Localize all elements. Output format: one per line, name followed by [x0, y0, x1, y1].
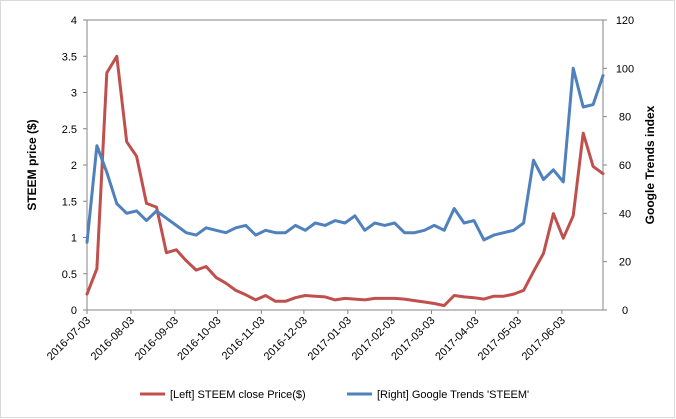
series-lines [85, 54, 605, 308]
left-axis-tick-label: 4 [71, 15, 77, 27]
legend-label-price: [Left] STEEM close Price($) [170, 389, 306, 401]
right-axis-tick-label: 80 [619, 112, 631, 124]
right-axis-tick-label: 60 [619, 160, 631, 172]
series-line-steem-price [85, 54, 605, 308]
legend-label-trends: [Right] Google Trends 'STEEM' [377, 389, 529, 401]
x-axis-ticks: 2016-07-032016-08-032016-09-032016-10-03… [45, 310, 568, 363]
right-axis-tick-label: 100 [616, 63, 634, 75]
right-axis-title: Google Trends index [643, 105, 657, 224]
legend: [Left] STEEM close Price($) [Right] Goog… [140, 389, 529, 401]
left-axis-tick-label: 2.5 [62, 124, 77, 136]
right-axis-tick-label: 20 [619, 257, 631, 269]
x-axis-tick-label: 2016-10-03 [175, 315, 223, 363]
right-axis-tick-label: 40 [619, 208, 631, 220]
right-axis-ticks: 0 20 40 60 80 100 120 [603, 15, 634, 317]
left-axis-tick-label: 1.5 [62, 196, 77, 208]
x-axis-tick-label: 2017-06-03 [520, 315, 568, 363]
x-axis-tick-label: 2017-04-03 [433, 315, 481, 363]
x-axis-tick-label: 2016-07-03 [45, 315, 93, 363]
left-axis-title: STEEM price ($) [25, 119, 39, 210]
left-axis-tick-label: 1 [71, 233, 77, 245]
right-axis-tick-label: 120 [616, 15, 634, 27]
x-axis-tick-label: 2016-12-03 [262, 315, 310, 363]
left-axis-tick-label: 3 [71, 88, 77, 100]
x-axis-tick-label: 2016-11-03 [220, 315, 268, 363]
series-line-google-trends [85, 66, 605, 244]
left-axis-tick-label: 0 [71, 305, 77, 317]
right-axis-tick-label: 0 [622, 305, 628, 317]
plot-area [86, 19, 604, 311]
left-axis-tick-label: 3.5 [62, 51, 77, 63]
left-axis-tick-label: 2 [71, 160, 77, 172]
x-axis-tick-label: 2016-08-03 [89, 315, 137, 363]
x-axis-tick-label: 2016-09-03 [133, 315, 181, 363]
left-axis-ticks: 0 0.5 1 1.5 2 2.5 3 3.5 4 [62, 15, 87, 317]
x-axis-tick-label: 2017-05-03 [476, 315, 524, 363]
left-axis-tick-label: 0.5 [62, 269, 77, 281]
x-axis-tick-label: 2017-01-03 [306, 315, 354, 363]
